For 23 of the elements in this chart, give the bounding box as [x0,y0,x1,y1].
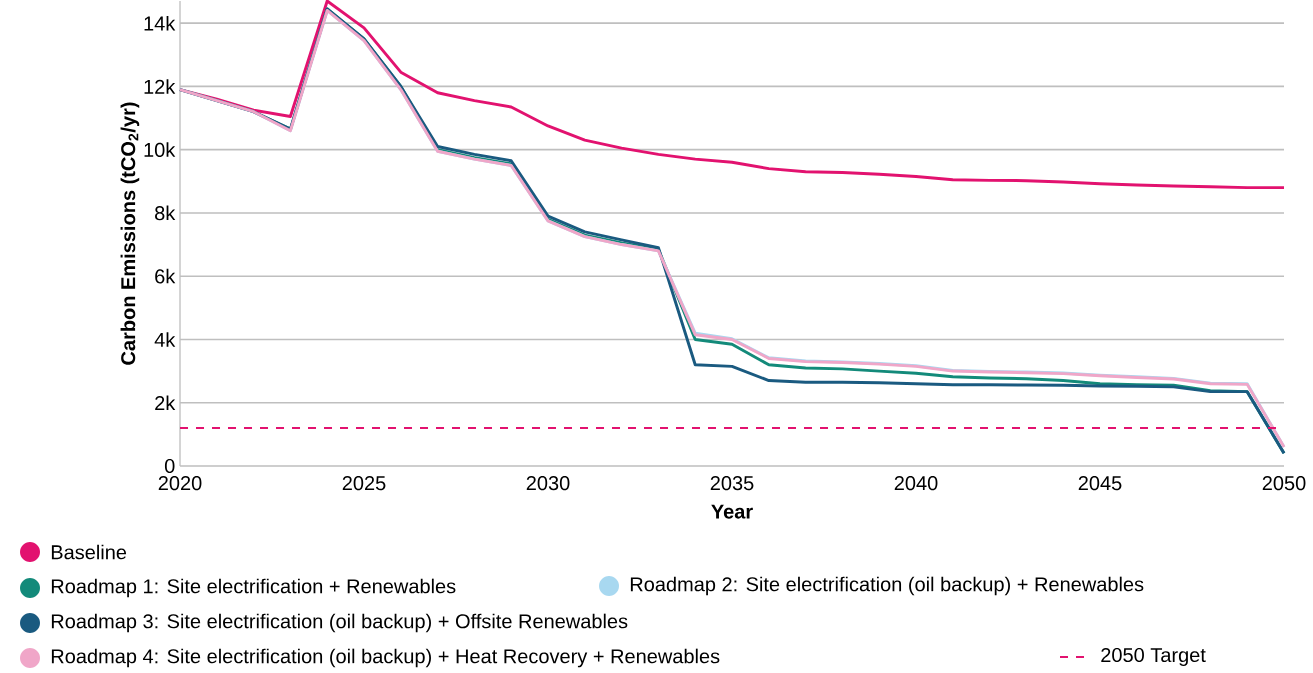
y-tick-label: 4k [154,332,176,347]
legend-label: Roadmap 2: Site electrification (oil backup) + Renewables [630,576,1144,596]
y-tick-label: 0 [164,458,175,474]
legend-label: Baseline [51,544,127,560]
y-tick-label: 10k [144,142,176,157]
legend-label: Roadmap 1: Site electrification + Renewables [51,578,456,598]
x-tick-label: 2035 [710,476,754,491]
x-tick-label: 2025 [342,476,386,491]
x-tick-label: 2045 [1078,476,1122,491]
y-tick-label: 12k [144,79,176,94]
y-tick-label: 2k [155,395,176,410]
y-tick-label: 6k [155,268,176,284]
y-axis-title: Carbon Emissions (tCO$_{2}$/yr) [120,102,140,365]
legend-label: 2050 Target [1101,647,1206,667]
x-axis-title: Year [711,504,753,519]
y-tick-label: 14k [144,15,176,31]
x-tick-label: 2040 [894,476,938,491]
y-tick-label: 8k [155,205,176,221]
legend-label: Roadmap 3: Site electrification (oil backup) + Offsite Renewables [51,613,628,633]
x-tick-label: 2030 [526,476,570,491]
legend-label: Roadmap 4: Site electrification (oil backup) + Heat Recovery + Renewables [51,648,720,668]
x-tick-label: 2020 [158,476,202,491]
x-tick-label: 2050 [1262,476,1306,491]
